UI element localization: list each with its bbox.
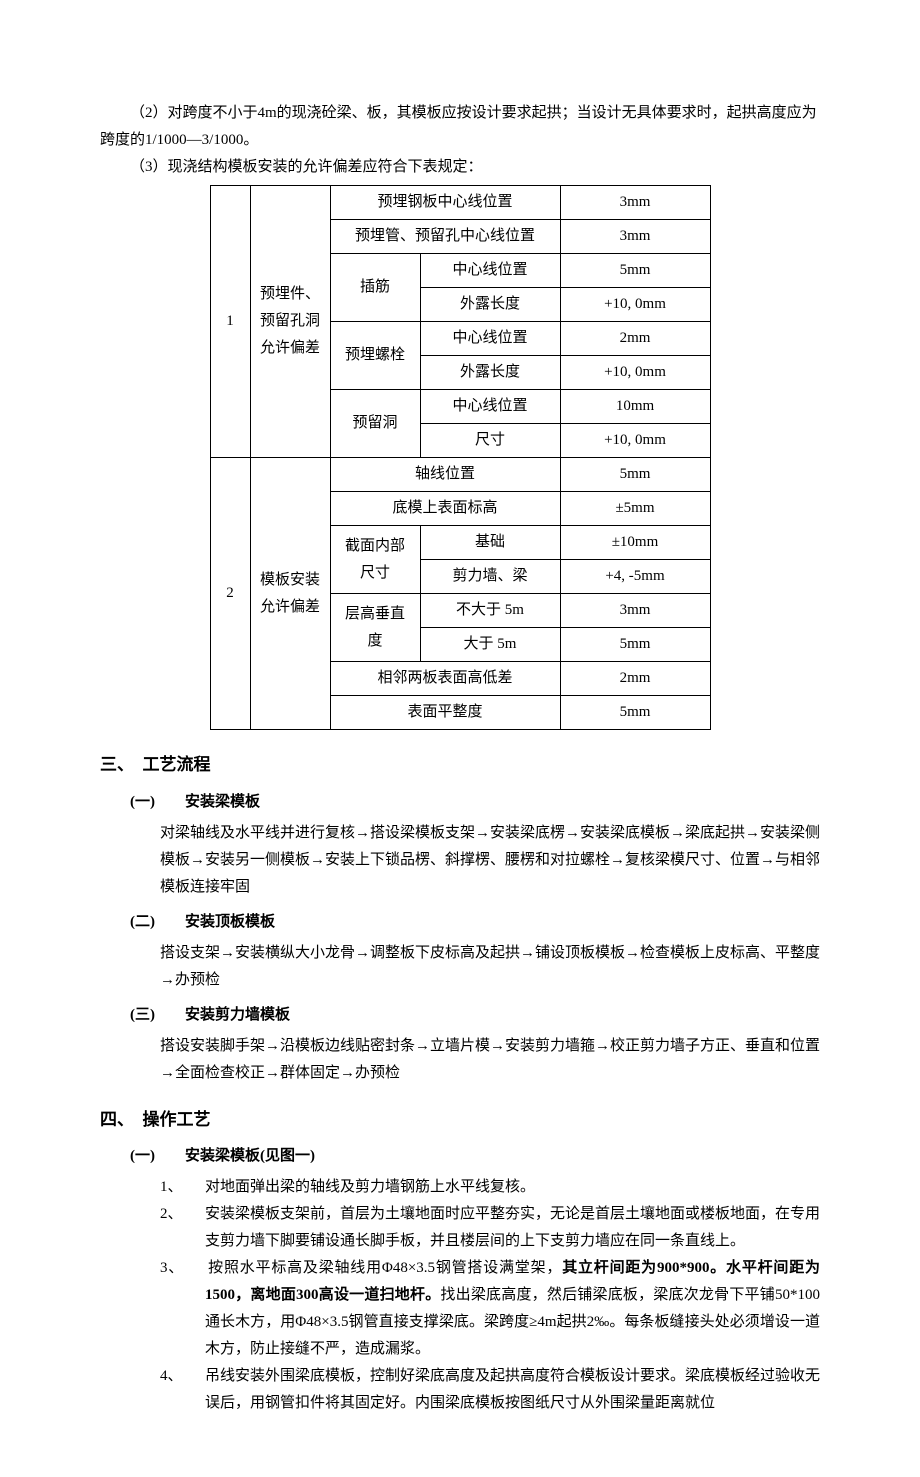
cell-item: 表面平整度 (330, 696, 560, 730)
cell-value: 2mm (560, 322, 710, 356)
cell-subitem: 层高垂直度 (330, 594, 420, 662)
cell-value: 10mm (560, 390, 710, 424)
paragraph-3: （3）现浇结构模板安装的允许偏差应符合下表规定： (100, 154, 820, 181)
cell-value: +4, -5mm (560, 560, 710, 594)
cell-value: +10, 0mm (560, 356, 710, 390)
cell-index-2: 2 (210, 458, 250, 730)
section-3-1-title: (一) 安装梁模板 (100, 789, 820, 816)
table-row: 1 预埋件、预留孔洞允许偏差 预埋钢板中心线位置 3mm (210, 186, 710, 220)
section-3-2-title: (二) 安装顶板模板 (100, 909, 820, 936)
section-3-3-body: 搭设安装脚手架→沿模板边线贴密封条→立墙片模→安装剪力墙箍→校正剪力墙子方正、垂… (160, 1033, 820, 1087)
cell-index-1: 1 (210, 186, 250, 458)
cell-value: 3mm (560, 594, 710, 628)
cell-subitem: 预留洞 (330, 390, 420, 458)
cell-value: 3mm (560, 220, 710, 254)
section-3-1-body: 对梁轴线及水平线并进行复核→搭设梁模板支架→安装梁底楞→安装梁底模板→梁底起拱→… (160, 820, 820, 901)
item-4-1: 1、 对地面弹出梁的轴线及剪力墙钢筋上水平线复核。 (205, 1174, 820, 1201)
cell-detail: 不大于 5m (420, 594, 560, 628)
cell-detail: 尺寸 (420, 424, 560, 458)
cell-category-2: 模板安装允许偏差 (250, 458, 330, 730)
cell-detail: 大于 5m (420, 628, 560, 662)
cell-subitem: 截面内部尺寸 (330, 526, 420, 594)
cell-value: +10, 0mm (560, 424, 710, 458)
cell-value: +10, 0mm (560, 288, 710, 322)
item-4-2: 2、 安装梁模板支架前，首层为土壤地面时应平整夯实，无论是首层土壤地面或楼板地面… (205, 1201, 820, 1255)
cell-value: 3mm (560, 186, 710, 220)
cell-value: ±10mm (560, 526, 710, 560)
cell-item: 底模上表面标高 (330, 492, 560, 526)
item-4-3-pre: 3、 按照水平标高及梁轴线用Φ48×3.5钢管搭设满堂架， (160, 1260, 562, 1276)
document-page: （2）对跨度不小于4m的现浇砼梁、板，其模板应按设计要求起拱；当设计无具体要求时… (0, 0, 920, 1477)
cell-value: ±5mm (560, 492, 710, 526)
section-3-3-title: (三) 安装剪力墙模板 (100, 1002, 820, 1029)
cell-item: 预埋钢板中心线位置 (330, 186, 560, 220)
cell-detail: 中心线位置 (420, 390, 560, 424)
section-3-2-body: 搭设支架→安装横纵大小龙骨→调整板下皮标高及起拱→铺设顶板模板→检查模板上皮标高… (160, 940, 820, 994)
item-4-3: 3、 按照水平标高及梁轴线用Φ48×3.5钢管搭设满堂架，其立杆间距为900*9… (205, 1255, 820, 1363)
cell-detail: 外露长度 (420, 288, 560, 322)
section-3-title: 三、 工艺流程 (100, 750, 820, 781)
cell-value: 5mm (560, 696, 710, 730)
cell-detail: 中心线位置 (420, 254, 560, 288)
cell-subitem: 插筋 (330, 254, 420, 322)
tolerance-table: 1 预埋件、预留孔洞允许偏差 预埋钢板中心线位置 3mm 预埋管、预留孔中心线位… (210, 185, 711, 730)
cell-value: 2mm (560, 662, 710, 696)
section-4-1-title: (一) 安装梁模板(见图一) (100, 1143, 820, 1170)
cell-value: 5mm (560, 628, 710, 662)
table-row: 2 模板安装允许偏差 轴线位置 5mm (210, 458, 710, 492)
cell-item: 轴线位置 (330, 458, 560, 492)
cell-subitem: 预埋螺栓 (330, 322, 420, 390)
cell-item: 预埋管、预留孔中心线位置 (330, 220, 560, 254)
cell-value: 5mm (560, 254, 710, 288)
paragraph-2: （2）对跨度不小于4m的现浇砼梁、板，其模板应按设计要求起拱；当设计无具体要求时… (100, 100, 820, 154)
section-4-title: 四、 操作工艺 (100, 1105, 820, 1136)
cell-detail: 基础 (420, 526, 560, 560)
cell-detail: 剪力墙、梁 (420, 560, 560, 594)
item-4-4: 4、 吊线安装外围梁底模板，控制好梁底高度及起拱高度符合模板设计要求。梁底模板经… (205, 1363, 820, 1417)
cell-value: 5mm (560, 458, 710, 492)
tolerance-table-wrap: 1 预埋件、预留孔洞允许偏差 预埋钢板中心线位置 3mm 预埋管、预留孔中心线位… (100, 185, 820, 730)
cell-detail: 外露长度 (420, 356, 560, 390)
cell-detail: 中心线位置 (420, 322, 560, 356)
cell-item: 相邻两板表面高低差 (330, 662, 560, 696)
cell-category-1: 预埋件、预留孔洞允许偏差 (250, 186, 330, 458)
